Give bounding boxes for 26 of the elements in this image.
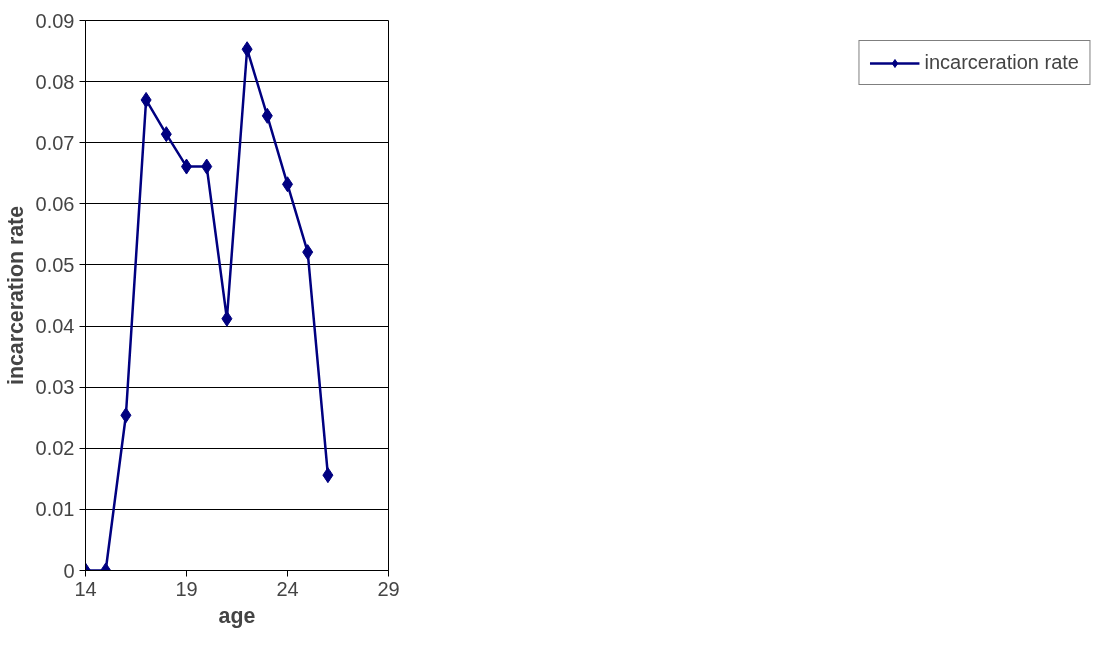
point [261,107,273,124]
x-tick-label: 24 [276,577,299,600]
point [322,467,334,484]
x-tick-label: 29 [377,577,400,600]
point [201,158,213,175]
x-axis-title: age [218,603,256,628]
y-tick-label: 0.05 [35,253,75,276]
y-tick-label: 0.06 [35,192,75,215]
y-tick-label: 0.01 [35,498,75,521]
legend-label: incarceration rate [924,51,1079,74]
point [160,126,172,143]
point [241,41,253,58]
y-tick-label: 0.04 [35,315,75,338]
point [140,91,152,108]
y-axis-title: incarceration rate [3,205,28,385]
y-tick-label: 0.03 [35,376,75,399]
x-tick-label: 14 [74,577,97,600]
y-tick-label: 0.09 [35,9,75,32]
y-tick-label: 0.08 [35,70,75,93]
y-tick-label: 0.07 [35,131,75,154]
point [221,310,233,327]
x-tick-label: 19 [175,577,198,600]
y-tick-label: 0.02 [35,437,75,460]
y-tick-label: 0 [63,559,75,582]
point [120,407,132,424]
point [302,244,314,261]
